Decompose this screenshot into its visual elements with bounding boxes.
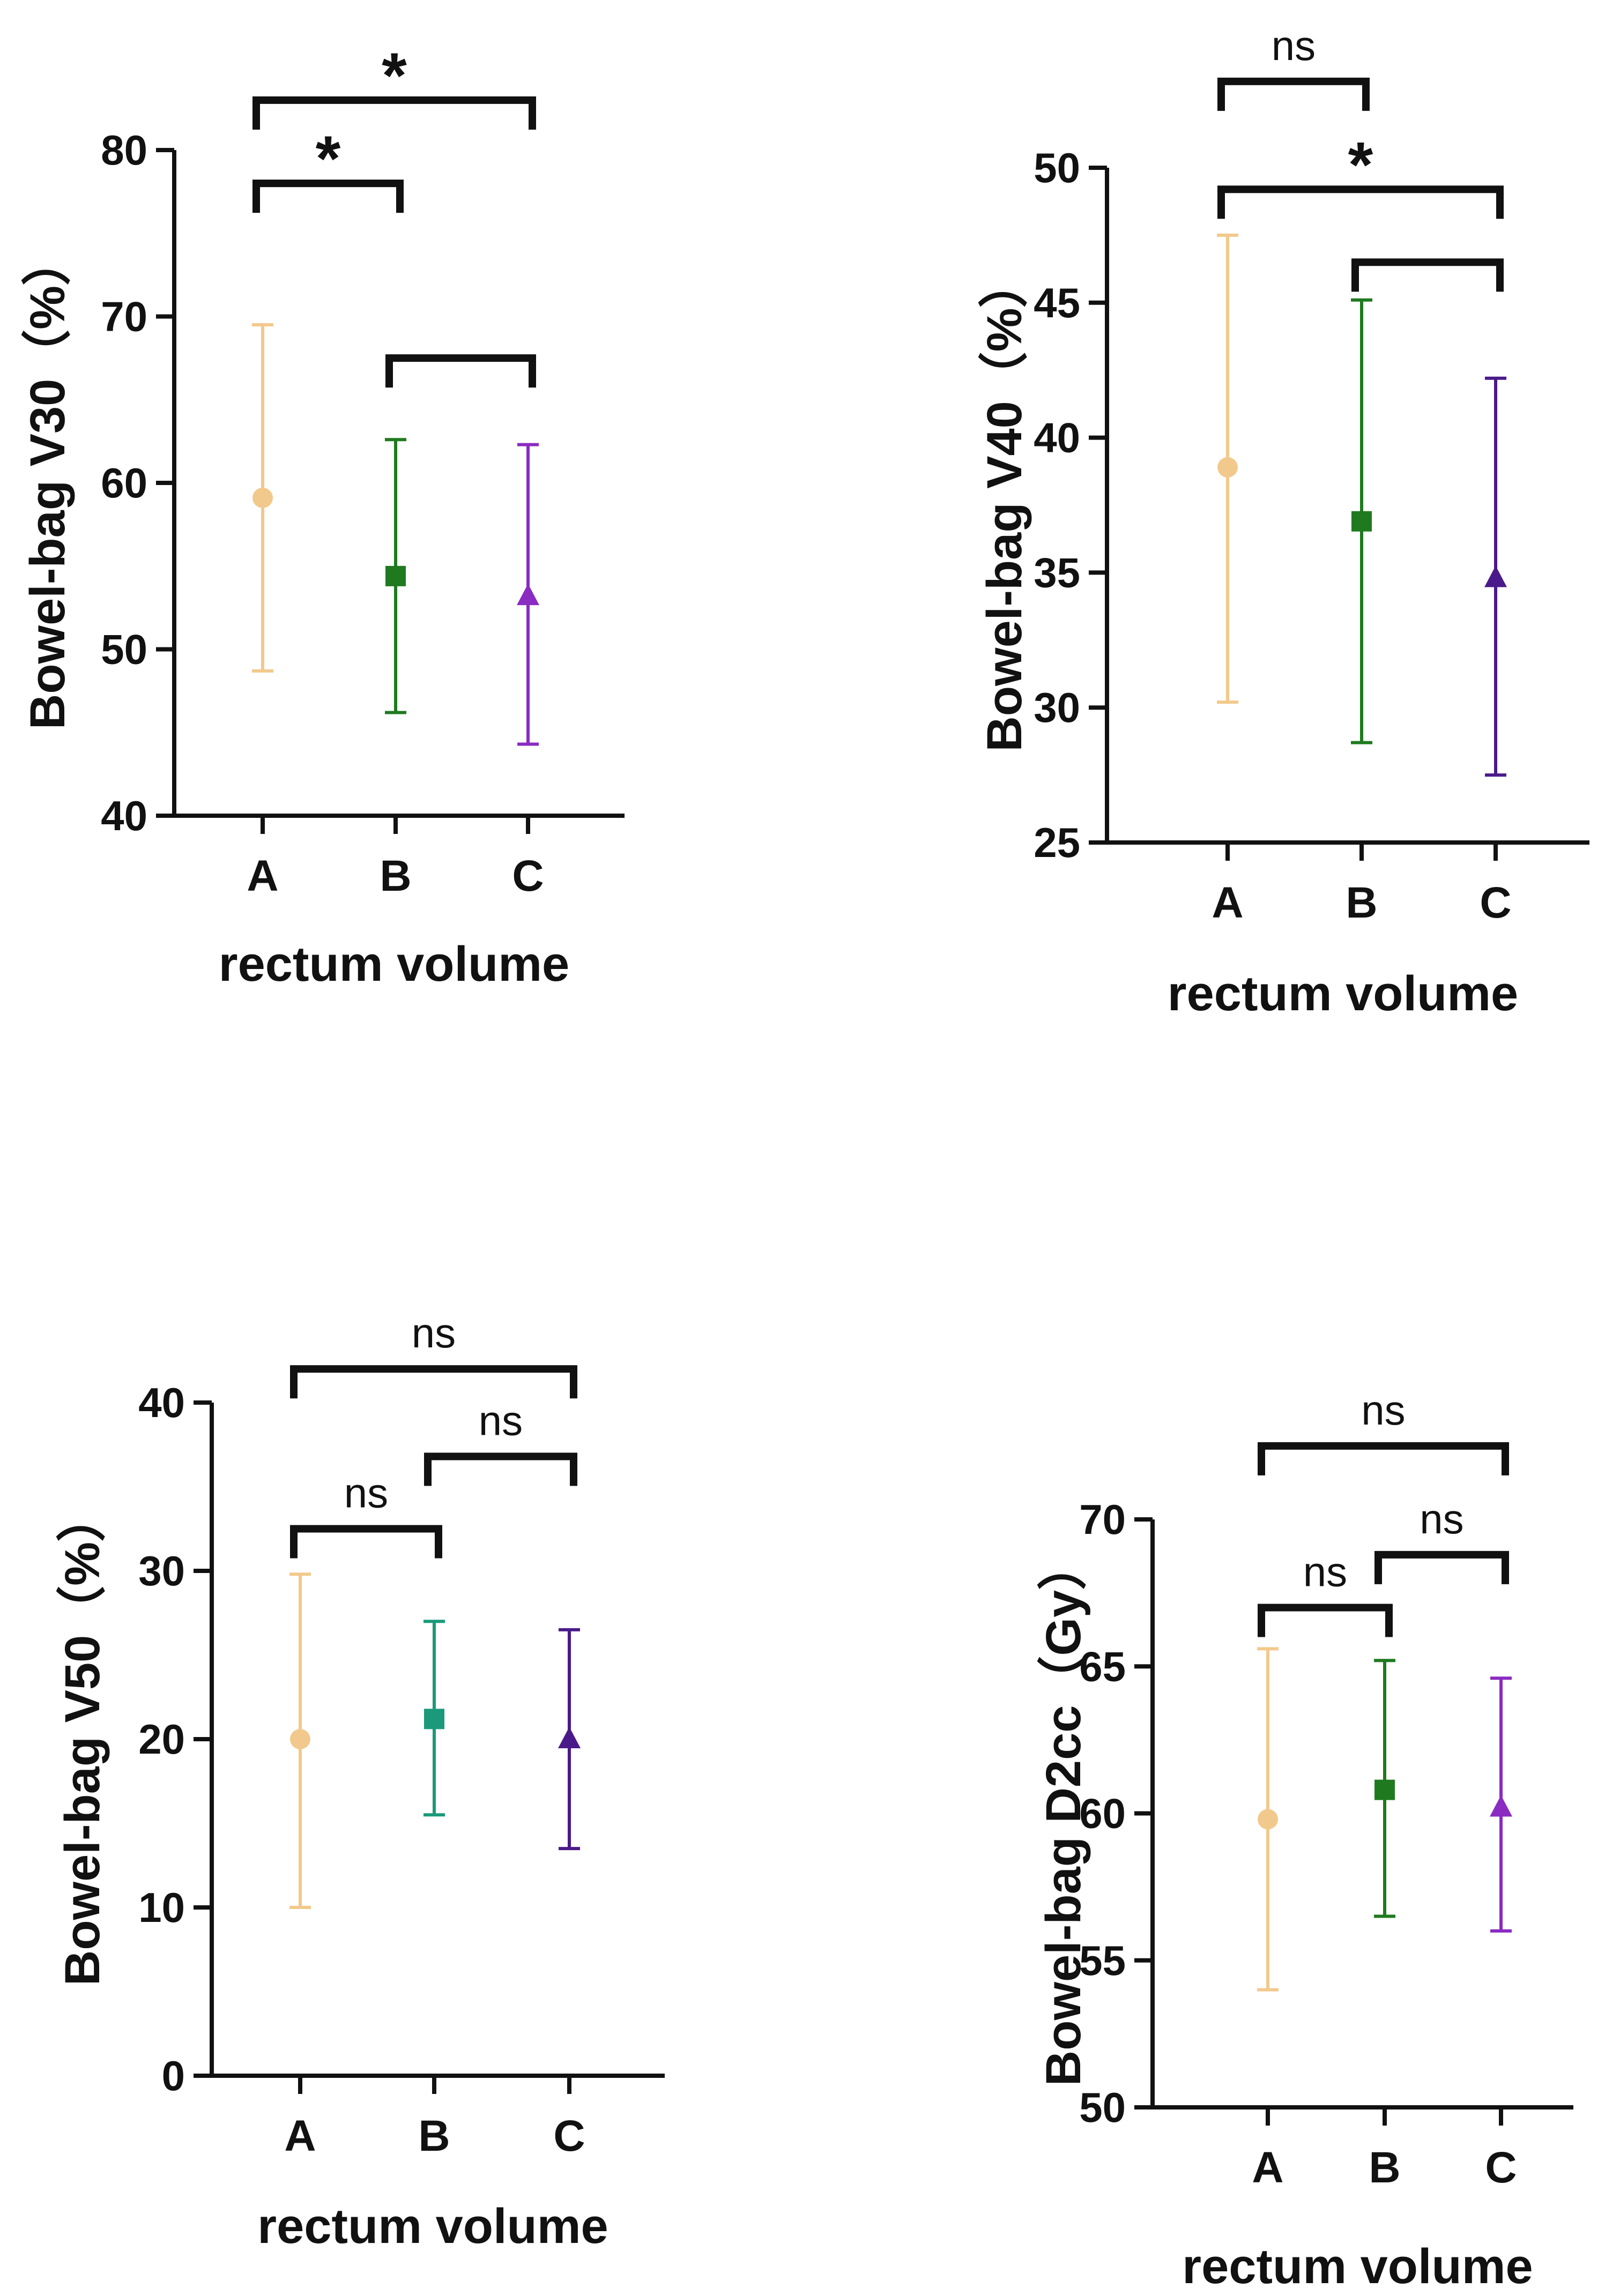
mean-marker-B (385, 565, 406, 586)
y-tick-label: 30 (1034, 684, 1080, 731)
significance-label: * (1348, 129, 1373, 200)
significance-bracket (290, 1365, 577, 1399)
significance-label: * (382, 40, 407, 111)
significance-bracket (290, 1525, 442, 1559)
y-tick-label: 35 (1034, 549, 1080, 596)
mean-marker-C (1484, 565, 1507, 587)
x-axis-title: rectum volume (219, 937, 569, 992)
x-axis-title: rectum volume (257, 2199, 608, 2254)
significance-label: ns (479, 1397, 523, 1444)
significance-bracket (252, 96, 536, 130)
x-category-label: C (1485, 2143, 1517, 2192)
significance-bracket (1258, 1604, 1393, 1637)
mean-marker-A (252, 487, 273, 508)
significance-label: ns (344, 1470, 388, 1517)
y-tick-label: 70 (101, 293, 147, 340)
significance-bracket (1351, 258, 1504, 292)
y-axis-title: Bowel-bag V30（%） (20, 236, 75, 729)
significance-bracket (1217, 185, 1504, 219)
x-category-label: B (380, 852, 411, 900)
y-tick-label: 60 (101, 459, 147, 506)
x-category-label: C (1480, 878, 1511, 927)
mean-marker-B (424, 1709, 444, 1730)
y-tick-label: 50 (1079, 2084, 1126, 2131)
significance-label: ns (1420, 1495, 1463, 1542)
mean-marker-C (1490, 1795, 1512, 1817)
mean-marker-C (558, 1727, 581, 1748)
y-tick-label: 70 (1079, 1496, 1126, 1543)
x-category-label: B (1346, 878, 1377, 927)
y-axis-title: Bowel-bag D2cc（Gy） (1036, 1541, 1091, 2086)
significance-bracket (385, 354, 536, 388)
y-tick-label: 50 (1034, 144, 1080, 191)
significance-label: ns (1361, 1386, 1405, 1434)
y-tick-label: 55 (1079, 1937, 1126, 1984)
y-tick-label: 65 (1079, 1643, 1126, 1690)
x-category-label: A (247, 852, 278, 900)
x-axis-title: rectum volume (1182, 2239, 1533, 2294)
x-category-label: C (553, 2112, 585, 2160)
significance-label: * (316, 123, 341, 195)
y-tick-label: 30 (138, 1547, 185, 1594)
mean-marker-B (1374, 1779, 1395, 1800)
y-tick-label: 40 (1034, 414, 1080, 461)
mean-marker-A (290, 1729, 310, 1749)
significance-bracket (1374, 1550, 1509, 1584)
y-tick-label: 20 (138, 1716, 185, 1763)
mean-marker-A (1217, 457, 1238, 478)
y-tick-label: 0 (162, 2052, 185, 2099)
x-axis-title: rectum volume (1168, 966, 1518, 1021)
x-category-label: B (1369, 2143, 1400, 2192)
y-tick-label: 80 (101, 126, 147, 174)
significance-bracket (1258, 1442, 1509, 1475)
significance-bracket (252, 180, 404, 213)
mean-marker-B (1351, 511, 1372, 532)
mean-marker-A (1258, 1809, 1278, 1830)
mean-marker-C (517, 584, 539, 606)
x-category-label: B (418, 2112, 450, 2160)
y-tick-label: 25 (1034, 819, 1080, 866)
x-category-label: A (284, 2112, 316, 2160)
significance-label: ns (1272, 22, 1316, 69)
y-tick-label: 40 (101, 792, 147, 839)
x-category-label: C (512, 852, 544, 900)
significance-bracket (424, 1452, 577, 1486)
y-tick-label: 10 (138, 1884, 185, 1931)
x-category-label: A (1252, 2143, 1283, 2192)
y-tick-label: 40 (138, 1379, 185, 1426)
y-axis-title: Bowel-bag V50（%） (55, 1493, 110, 1986)
y-axis-title: Bowel-bag V40（%） (977, 258, 1032, 751)
significance-label: ns (412, 1309, 456, 1356)
significance-label: ns (1303, 1548, 1347, 1596)
y-tick-label: 50 (101, 626, 147, 673)
x-category-label: A (1212, 878, 1243, 927)
significance-bracket (1217, 77, 1370, 111)
y-tick-label: 45 (1034, 279, 1080, 326)
y-tick-label: 60 (1079, 1790, 1126, 1837)
